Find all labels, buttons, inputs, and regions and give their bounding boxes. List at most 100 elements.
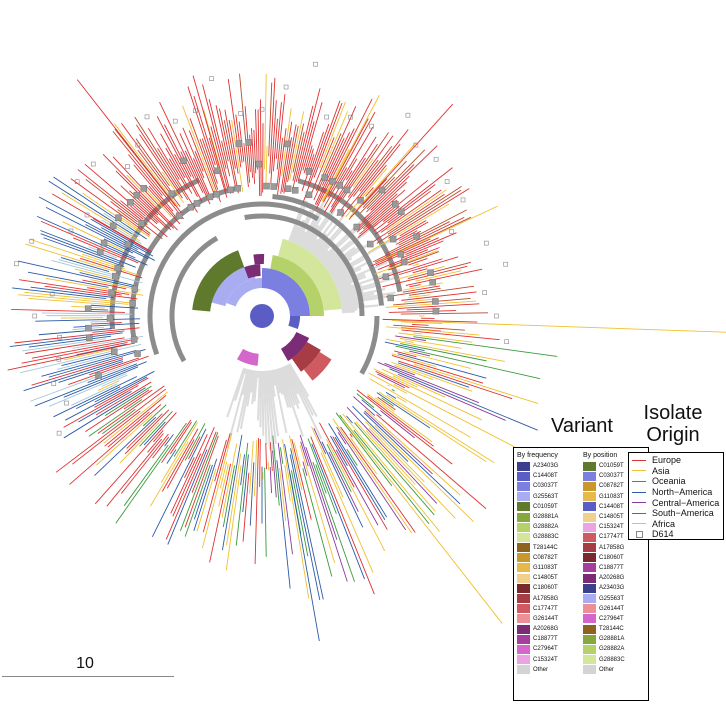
tip-branch xyxy=(239,73,251,183)
color-swatch xyxy=(517,512,530,522)
variant-legend-row: G25563T xyxy=(517,492,583,502)
variant-label: C18877T xyxy=(533,636,558,643)
variant-legend-row: C18060T xyxy=(583,553,649,563)
tip-branch xyxy=(299,445,336,563)
variant-legend-row: T28144C xyxy=(583,624,649,634)
d614-marker xyxy=(29,238,35,244)
variant-label: C14408T xyxy=(599,503,624,510)
tip-branch xyxy=(156,116,203,202)
tip-branch xyxy=(366,164,415,213)
gray-branch xyxy=(338,275,400,296)
d614-marker xyxy=(131,285,139,293)
variant-ring-segment xyxy=(281,332,310,362)
tip-branch xyxy=(151,428,207,538)
tip-branch xyxy=(397,373,506,421)
tip-branch xyxy=(321,441,364,528)
gray-branch xyxy=(285,365,323,440)
d614-marker xyxy=(135,142,141,148)
tip-branch xyxy=(272,435,280,506)
tip-branch xyxy=(291,438,312,520)
tip-branch xyxy=(184,150,211,205)
tip-branch xyxy=(295,88,321,182)
gray-branch xyxy=(251,370,257,405)
tip-branch xyxy=(76,343,127,356)
tip-branch xyxy=(88,399,143,437)
tip-branch xyxy=(365,430,416,485)
tip-branch xyxy=(385,391,397,399)
color-swatch xyxy=(517,553,530,563)
tip-branch xyxy=(365,187,374,197)
variant-legend-row: C27964T xyxy=(583,614,649,624)
d614-marker xyxy=(284,185,292,192)
variant-legend-row: G28883C xyxy=(517,532,583,542)
tip-branch xyxy=(373,368,483,421)
tree-backbone-arc xyxy=(359,315,380,375)
tip-branch xyxy=(336,159,379,216)
tip-branch xyxy=(311,443,365,580)
gray-branch xyxy=(297,231,307,246)
tip-branch xyxy=(214,439,227,482)
tip-branch xyxy=(165,147,193,194)
tip-branch xyxy=(323,118,369,203)
gray-branch xyxy=(303,224,320,249)
d614-marker xyxy=(115,214,122,221)
tip-branch xyxy=(401,291,477,301)
variant-legend-row: G26144T xyxy=(583,604,649,614)
gray-branch xyxy=(280,367,296,406)
variant-legend-row: C15324T xyxy=(517,655,583,665)
tip-branch xyxy=(299,434,348,582)
gray-branch xyxy=(341,308,358,312)
color-swatch xyxy=(583,655,596,665)
color-swatch xyxy=(517,644,530,654)
color-swatch xyxy=(517,502,530,512)
tip-branch xyxy=(142,404,167,427)
tip-branch xyxy=(362,178,388,206)
gray-branch xyxy=(337,269,401,292)
tip-branch xyxy=(259,439,261,487)
gray-branch xyxy=(278,367,304,437)
tip-branch xyxy=(92,218,150,252)
tip-branch xyxy=(101,219,142,245)
tip-branch xyxy=(72,410,141,465)
d614-marker xyxy=(140,185,148,192)
gray-branch xyxy=(286,364,314,416)
d614-marker xyxy=(348,114,353,120)
gray-branch xyxy=(340,292,375,302)
tip-branch xyxy=(123,444,169,507)
gray-branch xyxy=(268,370,280,437)
origin-label: Asia xyxy=(652,465,670,476)
variant-label: A23403G xyxy=(599,585,625,592)
tip-branch xyxy=(53,376,138,418)
variant-label: C18060T xyxy=(599,554,624,561)
tip-branch xyxy=(40,230,136,268)
color-swatch xyxy=(583,481,596,491)
variant-legend-row: C01059T xyxy=(583,461,649,471)
color-swatch xyxy=(583,573,596,583)
tip-branch xyxy=(346,448,358,466)
gray-branch xyxy=(335,273,366,288)
tip-branch xyxy=(391,320,726,333)
scale-bar-label: 10 xyxy=(76,655,94,672)
tip-branch xyxy=(160,133,186,178)
tip-branch xyxy=(321,111,349,173)
tip-branch xyxy=(130,205,168,238)
tip-branch xyxy=(184,435,219,528)
color-swatch xyxy=(583,614,596,624)
tip-branch xyxy=(400,312,488,315)
d614-marker xyxy=(392,200,399,208)
tip-branch xyxy=(64,348,113,361)
tip-branch xyxy=(170,434,208,514)
d614-marker xyxy=(367,240,374,248)
gray-branch xyxy=(261,370,265,436)
tip-branch xyxy=(36,215,148,266)
d614-marker xyxy=(56,356,62,362)
tip-branch xyxy=(179,133,210,198)
variant-ring-segment xyxy=(237,348,259,366)
tip-branch xyxy=(65,376,148,421)
tip-branch xyxy=(313,106,357,201)
gray-branch xyxy=(269,370,276,397)
tip-branch xyxy=(313,428,327,455)
variant-label: C15324T xyxy=(533,656,558,663)
gray-branch xyxy=(277,368,292,408)
variant-legend-row: G28881A xyxy=(517,512,583,522)
